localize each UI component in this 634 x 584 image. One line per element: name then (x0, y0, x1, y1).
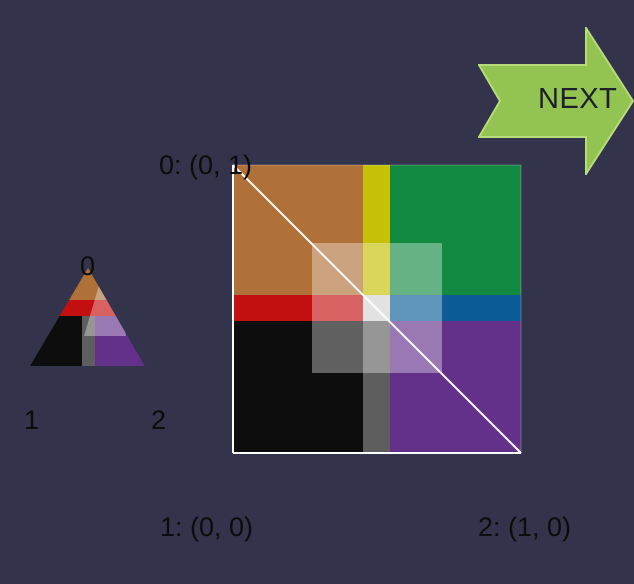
triangle-vertex-1-label: 1 (24, 405, 40, 435)
gray-strip (363, 321, 390, 453)
yellow-strip (363, 165, 390, 295)
next-button[interactable]: NEXT (478, 27, 634, 175)
triangle-vertex-2-label: 2 (151, 405, 167, 435)
next-button-label: NEXT (538, 83, 618, 115)
black-region (233, 321, 363, 453)
corner-1-label: 1: (0, 0) (160, 512, 254, 542)
diagonal-edge (232, 164, 522, 454)
corner-0-label: 0: (0, 1) (159, 150, 253, 180)
corner-2-label: 2: (1, 0) (478, 512, 572, 542)
right-arrow-icon (478, 27, 634, 175)
green-region (390, 165, 521, 295)
red-strip (233, 295, 363, 321)
blue-strip (390, 295, 521, 321)
mapped-square (232, 164, 522, 454)
triangle-vertex-0-label: 0 (80, 251, 96, 281)
